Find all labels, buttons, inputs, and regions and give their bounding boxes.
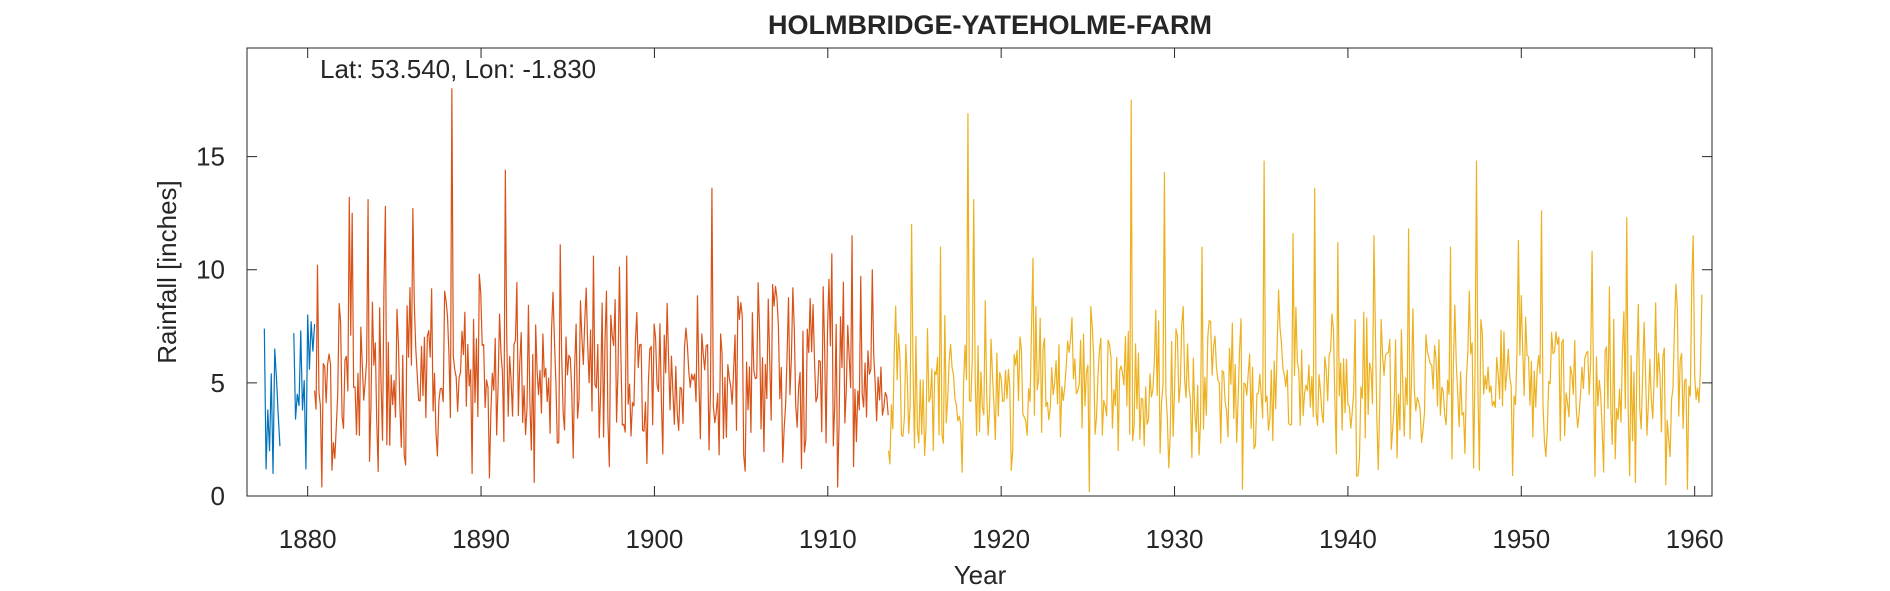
x-tick-label: 1930 xyxy=(1146,524,1204,554)
x-tick-label: 1890 xyxy=(452,524,510,554)
location-annotation: Lat: 53.540, Lon: -1.830 xyxy=(320,54,596,84)
y-tick-label: 5 xyxy=(211,368,225,398)
y-tick-label: 15 xyxy=(196,142,225,172)
x-tick-label: 1920 xyxy=(972,524,1030,554)
x-tick-label: 1950 xyxy=(1492,524,1550,554)
x-tick-label: 1900 xyxy=(626,524,684,554)
x-tick-label: 1940 xyxy=(1319,524,1377,554)
y-tick-label: 0 xyxy=(211,481,225,511)
axis-ticks: 1880 1890 1900 1910 1920 1930 1940 1950 1960 0 5 10… xyxy=(196,48,1724,554)
series-1-line-segment-1 xyxy=(263,328,281,474)
series-3-line xyxy=(887,99,1703,493)
series-1-line-segment-2 xyxy=(293,314,316,470)
y-tick-label: 10 xyxy=(196,255,225,285)
x-tick-label: 1910 xyxy=(799,524,857,554)
x-tick-label: 1880 xyxy=(279,524,337,554)
chart-title: HOLMBRIDGE-YATEHOLME-FARM xyxy=(768,10,1212,40)
series-layer xyxy=(263,88,1703,493)
series-2-line xyxy=(314,88,889,488)
x-tick-label: 1960 xyxy=(1666,524,1724,554)
x-axis-label: Year xyxy=(954,560,1007,590)
y-axis-label: Rainfall [inches] xyxy=(152,180,182,364)
